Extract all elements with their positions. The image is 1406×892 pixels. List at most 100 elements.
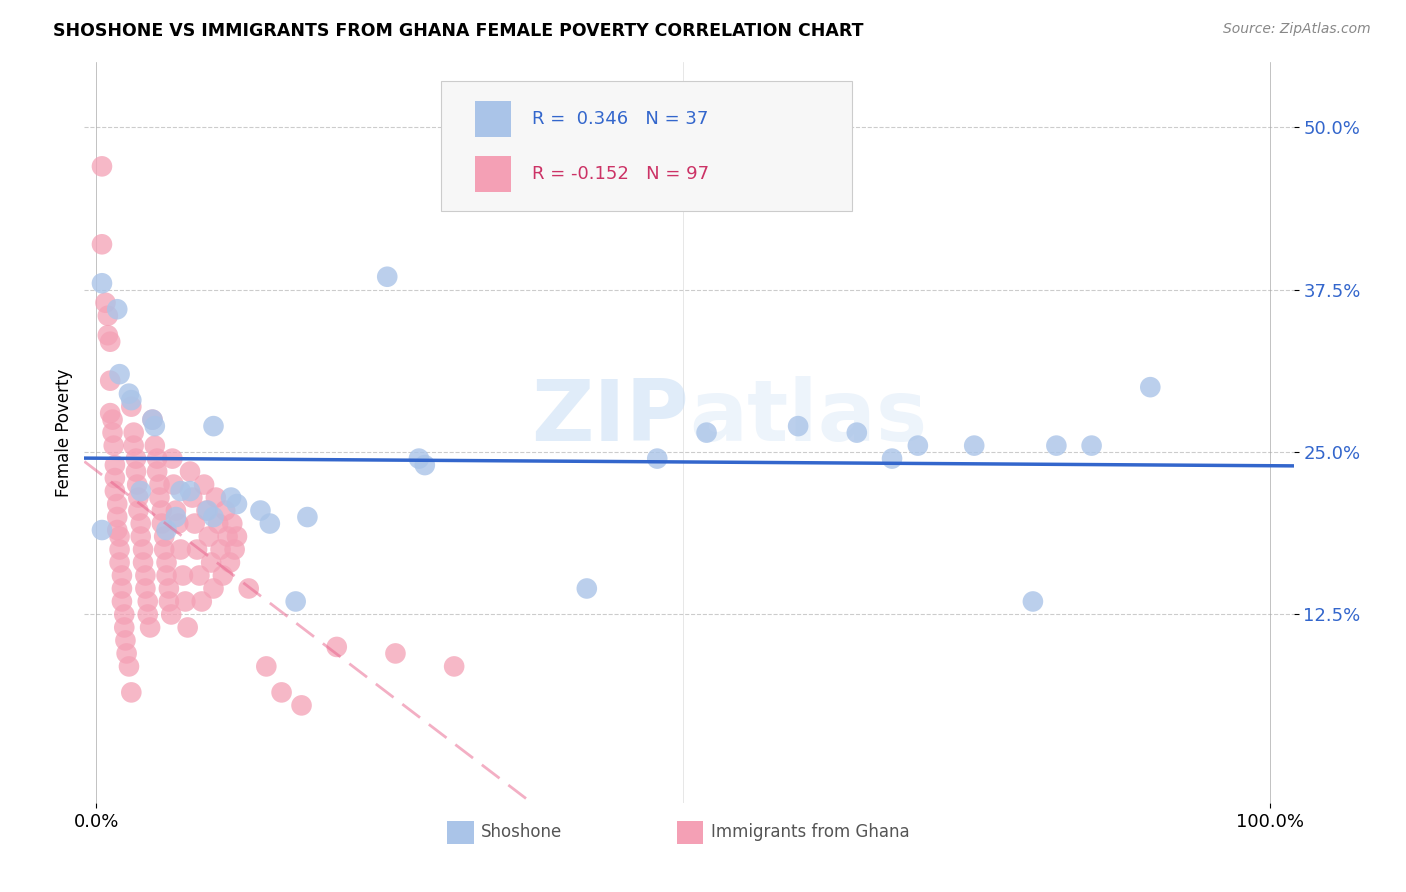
Point xyxy=(172,568,194,582)
Point xyxy=(94,295,117,310)
Point xyxy=(105,523,128,537)
Text: R = -0.152   N = 97: R = -0.152 N = 97 xyxy=(531,165,709,183)
Point xyxy=(284,594,307,608)
Point xyxy=(98,334,121,349)
Bar xyxy=(676,822,703,844)
Point xyxy=(259,516,281,531)
Point xyxy=(157,582,180,596)
Point xyxy=(162,451,184,466)
Point xyxy=(120,400,142,414)
Point xyxy=(91,237,114,252)
FancyBboxPatch shape xyxy=(441,81,852,211)
Point xyxy=(408,451,430,466)
Point xyxy=(111,594,134,608)
Point xyxy=(98,374,121,388)
Bar xyxy=(475,101,512,136)
Bar xyxy=(475,156,512,192)
Point xyxy=(132,556,155,570)
Point xyxy=(136,607,159,622)
Point xyxy=(108,556,131,570)
Point xyxy=(105,510,128,524)
Point xyxy=(1045,439,1067,453)
Point xyxy=(118,659,141,673)
Point xyxy=(174,594,197,608)
Point xyxy=(91,159,114,173)
Point xyxy=(97,309,120,323)
Point xyxy=(155,523,177,537)
Point xyxy=(129,516,152,531)
Point xyxy=(104,484,127,499)
Point xyxy=(91,277,114,291)
Point xyxy=(134,582,156,596)
Point xyxy=(118,386,141,401)
Point xyxy=(209,542,232,557)
Point xyxy=(136,594,159,608)
Point xyxy=(202,419,225,434)
Point xyxy=(413,458,436,472)
Point xyxy=(148,477,170,491)
Point xyxy=(197,503,219,517)
Point xyxy=(143,439,166,453)
Point xyxy=(120,393,142,408)
Point xyxy=(127,503,149,517)
Point xyxy=(122,439,145,453)
Point xyxy=(125,465,148,479)
Point xyxy=(290,698,312,713)
Point xyxy=(153,542,176,557)
Point xyxy=(214,503,236,517)
Point xyxy=(165,503,187,517)
Point xyxy=(146,451,169,466)
Point xyxy=(129,484,152,499)
Point xyxy=(179,465,201,479)
Point xyxy=(155,568,177,582)
Point xyxy=(221,516,243,531)
Point xyxy=(198,529,221,543)
Point xyxy=(200,556,222,570)
Point xyxy=(165,510,187,524)
Point xyxy=(162,477,184,491)
Point xyxy=(127,491,149,505)
Point xyxy=(115,647,138,661)
Point xyxy=(114,633,136,648)
Point xyxy=(575,582,598,596)
Point xyxy=(167,516,190,531)
Point xyxy=(195,503,218,517)
Point xyxy=(103,439,125,453)
Point xyxy=(105,497,128,511)
Point xyxy=(141,412,163,426)
Point xyxy=(226,529,249,543)
Bar xyxy=(447,822,474,844)
Point xyxy=(186,542,208,557)
Point xyxy=(129,529,152,543)
Point xyxy=(190,594,212,608)
Point xyxy=(108,542,131,557)
Point xyxy=(97,328,120,343)
Point xyxy=(122,425,145,440)
Point xyxy=(207,516,229,531)
Text: atlas: atlas xyxy=(689,376,927,459)
Point xyxy=(105,302,128,317)
Point xyxy=(238,582,260,596)
Point xyxy=(645,451,668,466)
Point xyxy=(125,451,148,466)
Point xyxy=(963,439,986,453)
Point xyxy=(183,516,205,531)
Point xyxy=(169,484,191,499)
Point xyxy=(134,568,156,582)
Point xyxy=(139,620,162,634)
Point xyxy=(202,510,225,524)
Point xyxy=(150,516,173,531)
Point xyxy=(108,529,131,543)
Point xyxy=(205,491,228,505)
Point xyxy=(297,510,319,524)
Point xyxy=(219,556,242,570)
Point xyxy=(132,542,155,557)
Point xyxy=(111,568,134,582)
Point xyxy=(224,542,246,557)
Text: ZIP: ZIP xyxy=(531,376,689,459)
Point xyxy=(112,607,135,622)
Point xyxy=(153,529,176,543)
Point xyxy=(112,620,135,634)
Point xyxy=(907,439,929,453)
Point xyxy=(787,419,810,434)
